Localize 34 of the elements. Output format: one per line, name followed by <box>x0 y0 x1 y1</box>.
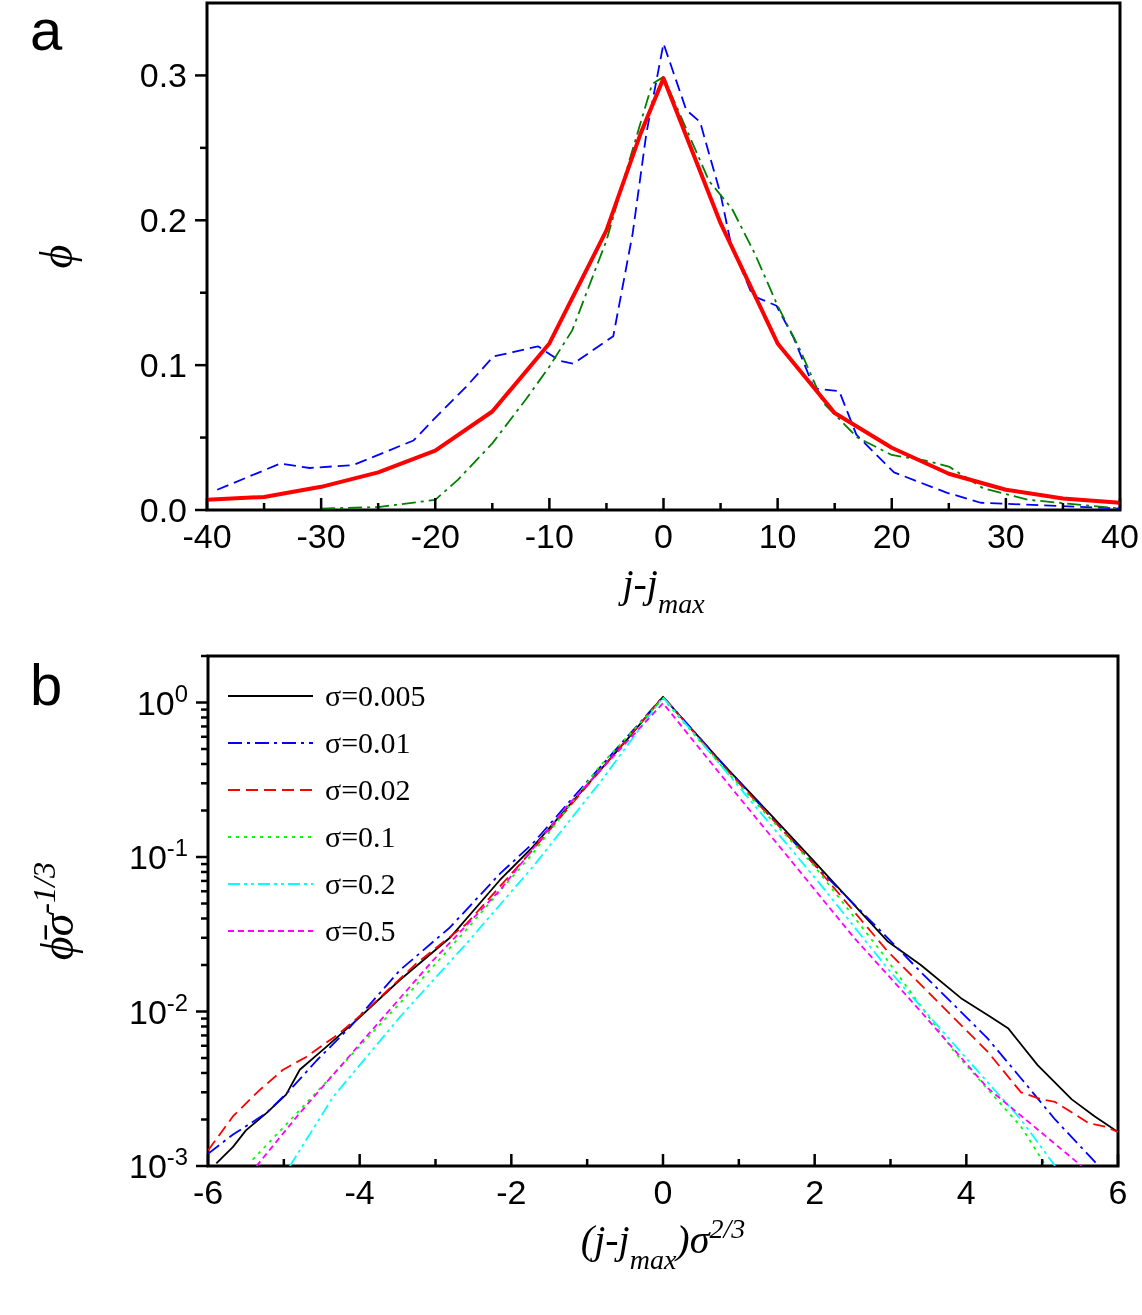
legend-label: σ=0.1 <box>325 820 396 853</box>
legend-label: σ=0.01 <box>325 726 411 759</box>
y-tick-label: 10$^{-2}$ <box>129 988 188 1031</box>
x-axis-title: (j-j$_{max}$)σ$^{2/3}$ <box>580 1212 746 1275</box>
y-tick-label: 10$^{-3}$ <box>129 1142 188 1185</box>
legend-label: σ=0.5 <box>325 914 396 947</box>
y-tick-label: 0.2 <box>139 201 187 240</box>
text: b <box>30 652 63 717</box>
text: a <box>30 0 63 62</box>
legend-label: σ=0.02 <box>325 773 411 806</box>
legend-label: σ=0.2 <box>325 867 396 900</box>
x-tick-label: -10 <box>524 517 574 555</box>
y-axis-title: ϕ <box>31 244 82 269</box>
x-tick-label: -2 <box>496 1173 527 1211</box>
x-axis-title: j-j$_{max}$ <box>617 561 706 619</box>
x-tick-label: -30 <box>296 517 346 555</box>
y-tick-label: 0.1 <box>139 346 187 385</box>
x-tick-label: 10 <box>758 517 797 555</box>
x-tick-label: 2 <box>805 1173 825 1211</box>
y-tick-label: 0.3 <box>139 56 187 95</box>
y-tick-label: 0.0 <box>139 491 187 529</box>
y-tick-label: 10$^{0}$ <box>136 679 188 722</box>
x-tick-label: 30 <box>986 517 1025 555</box>
x-tick-label: -20 <box>410 517 460 555</box>
x-tick-label: 20 <box>872 517 911 555</box>
x-tick-label: 0 <box>654 517 673 555</box>
x-tick-label: 4 <box>956 1173 976 1211</box>
x-tick-label: -6 <box>192 1173 224 1211</box>
x-tick-label: -4 <box>344 1173 375 1211</box>
x-tick-label: 40 <box>1101 517 1139 555</box>
x-tick-label: 6 <box>1108 1173 1128 1211</box>
legend-label: σ=0.005 <box>325 679 426 712</box>
x-tick-label: 0 <box>653 1173 673 1211</box>
y-tick-label: 10$^{-1}$ <box>129 833 188 877</box>
